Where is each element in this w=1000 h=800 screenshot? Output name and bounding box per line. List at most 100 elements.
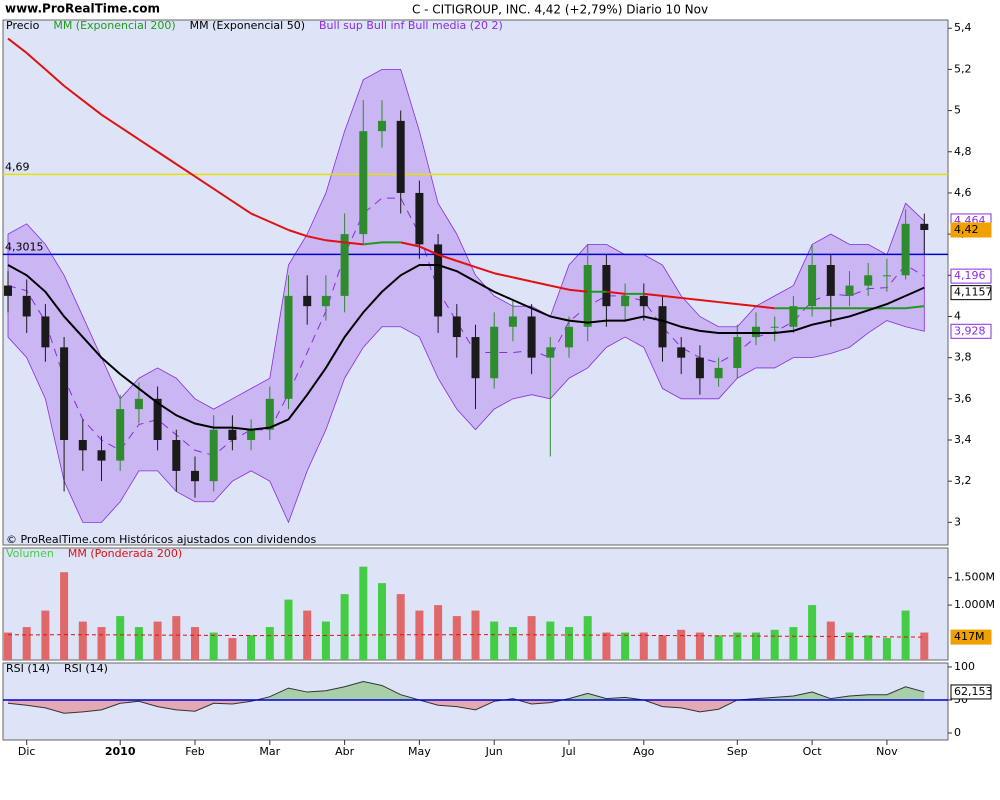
candle-body bbox=[733, 337, 742, 368]
candle-body bbox=[714, 367, 723, 379]
candle-body bbox=[191, 470, 199, 482]
moving-average-segment bbox=[63, 85, 84, 102]
candle-body bbox=[41, 316, 50, 348]
moving-average-segment bbox=[755, 305, 775, 310]
volume-bar bbox=[845, 632, 854, 660]
moving-average-segment bbox=[138, 138, 159, 153]
candle-body bbox=[60, 347, 69, 440]
volume-bar bbox=[882, 638, 891, 660]
legend-entry: Volumen bbox=[6, 547, 54, 560]
volume-bar bbox=[434, 605, 443, 660]
candle-body bbox=[808, 265, 817, 307]
x-tick-label: 2010 bbox=[105, 745, 136, 758]
moving-average-segment bbox=[175, 163, 196, 178]
moving-average bbox=[7, 264, 925, 431]
volume-bar bbox=[116, 616, 125, 660]
x-tick-label: Mar bbox=[259, 745, 280, 758]
volume-bar bbox=[247, 635, 256, 660]
moving-average-segment bbox=[400, 241, 420, 248]
candle-body bbox=[415, 192, 424, 245]
volume-bar bbox=[508, 627, 517, 660]
value-marker bbox=[950, 323, 992, 339]
footnote: © ProRealTime.com Históricos ajustados c… bbox=[6, 533, 317, 546]
moving-average-segment bbox=[26, 52, 47, 71]
y-tick-label: 1.500M bbox=[954, 571, 995, 584]
moving-average-segment bbox=[100, 113, 121, 128]
value-marker bbox=[950, 285, 992, 301]
moving-average-segment bbox=[325, 239, 345, 244]
rsi-area-below bbox=[8, 700, 738, 714]
moving-average-segment bbox=[44, 68, 65, 87]
volume-bar bbox=[153, 621, 162, 660]
x-tick-label: Ago bbox=[633, 745, 655, 758]
y-tick-label: 3,2 bbox=[954, 474, 972, 487]
candle-body bbox=[434, 244, 443, 317]
moving-average-segment bbox=[699, 299, 719, 304]
legend-entry: MM (Exponencial 200) bbox=[53, 19, 175, 32]
legend-entry: MM (Ponderada 200) bbox=[68, 547, 182, 560]
moving-average-segment bbox=[718, 301, 738, 306]
moving-average-segment bbox=[568, 288, 588, 293]
x-tick-label: Jul bbox=[561, 745, 575, 758]
volume-bar bbox=[191, 627, 199, 660]
candle-body bbox=[303, 295, 312, 307]
volume-bar bbox=[602, 632, 611, 660]
volume-bar bbox=[920, 632, 929, 660]
volume-bar bbox=[265, 627, 274, 660]
moving-average-segment bbox=[681, 296, 701, 301]
volume-bar bbox=[789, 627, 798, 660]
candle-body bbox=[508, 316, 517, 327]
y-tick-label: 5 bbox=[954, 104, 961, 117]
volume-bar bbox=[565, 627, 573, 660]
value-marker-label: 62,153 bbox=[954, 685, 993, 698]
candle-body bbox=[789, 306, 798, 327]
candle-body bbox=[565, 326, 573, 348]
candle-body bbox=[4, 285, 12, 296]
moving-average-segment bbox=[905, 305, 925, 310]
legend-entry: RSI (14) bbox=[64, 662, 108, 675]
moving-average-segment bbox=[194, 175, 215, 190]
value-marker bbox=[950, 629, 992, 645]
candle-body bbox=[583, 265, 592, 327]
candle-body bbox=[527, 316, 536, 358]
y-tick-label: 4 bbox=[954, 309, 961, 322]
y-tick-label: 5,4 bbox=[954, 21, 972, 34]
moving-average-segment bbox=[231, 200, 252, 215]
volume-bar bbox=[228, 638, 237, 660]
candle-body bbox=[864, 275, 873, 286]
volume-bar bbox=[808, 605, 817, 660]
volume-bar bbox=[639, 632, 648, 660]
value-marker bbox=[950, 684, 992, 700]
x-tick-label: Sep bbox=[727, 745, 748, 758]
candle-body bbox=[78, 440, 87, 451]
candle-body bbox=[396, 120, 405, 193]
legend-entry: MM (Exponencial 50) bbox=[190, 19, 305, 32]
moving-average-segment bbox=[213, 187, 233, 203]
moving-average-segment bbox=[306, 235, 327, 242]
volume-bar bbox=[471, 610, 480, 660]
volume-bar bbox=[752, 632, 760, 660]
moving-average-segment bbox=[344, 241, 364, 246]
volume-bar bbox=[452, 616, 461, 660]
moving-average-segment bbox=[250, 212, 271, 223]
volume-bar bbox=[770, 629, 779, 660]
volume-bar bbox=[97, 627, 106, 660]
volume-bar bbox=[546, 621, 555, 660]
volume-bar bbox=[826, 621, 835, 660]
volume-bar bbox=[340, 594, 349, 660]
y-tick-label: 3,4 bbox=[954, 433, 972, 446]
volume-bar bbox=[864, 635, 873, 660]
candle-body bbox=[658, 306, 667, 348]
y-tick-label: 0 bbox=[954, 726, 961, 739]
y-tick-label: 4,8 bbox=[954, 145, 972, 158]
moving-average-segment bbox=[493, 272, 514, 279]
moving-average-segment bbox=[269, 220, 289, 231]
volume-bar bbox=[321, 621, 330, 660]
candle-body bbox=[452, 316, 461, 338]
candle-body bbox=[378, 120, 386, 132]
x-tick-label: Oct bbox=[803, 745, 823, 758]
volume-bar bbox=[583, 616, 592, 660]
value-marker-label: 4,1157 bbox=[954, 286, 993, 299]
volume-bar bbox=[359, 566, 368, 660]
moving-average-segment bbox=[643, 292, 663, 297]
